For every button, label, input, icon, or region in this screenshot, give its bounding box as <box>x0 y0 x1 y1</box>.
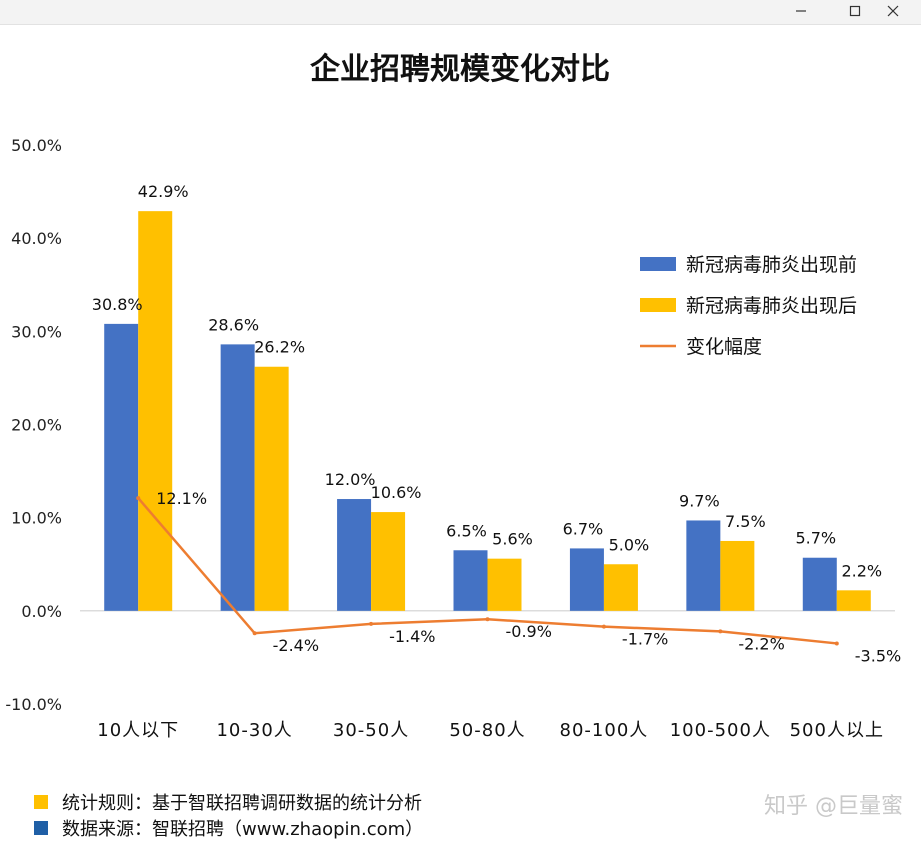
change-label: -2.4% <box>273 636 319 655</box>
bar-before <box>104 323 139 611</box>
footer-rule-text: 统计规则：基于智联招聘调研数据的统计分析 <box>62 793 422 814</box>
legend-label: 新冠病毒肺炎出现后 <box>686 295 857 317</box>
window-titlebar <box>0 0 921 25</box>
close-button[interactable] <box>873 0 913 22</box>
bars: 30.8% 42.9% 10人以下 28.6% 26.2% 10-30人 12.0%10.6… <box>92 182 884 741</box>
data-label-after: 5.0% <box>609 535 650 554</box>
change-line: 12.1% -2.4% -1.4% -0.9% -1.7% -2.2% -3.5% <box>136 489 901 665</box>
data-label-after: 42.9% <box>138 182 189 201</box>
x-tick-label: 80-100人 <box>560 720 649 741</box>
bar-before <box>686 520 721 611</box>
change-point <box>601 624 606 629</box>
legend-swatch <box>640 257 676 271</box>
y-tick-label: 40.0% <box>11 229 62 248</box>
y-tick-label: 0.0% <box>21 602 62 621</box>
y-tick-label: 50.0% <box>11 136 62 155</box>
data-label-before: 12.0% <box>325 470 376 489</box>
data-label-before: 6.7% <box>563 519 604 538</box>
watermark: 知乎 @巨量蜜 <box>764 794 903 819</box>
footer-rule: 统计规则：基于智联招聘调研数据的统计分析 <box>34 789 422 815</box>
legend-swatch <box>640 298 676 312</box>
y-tick-label: 20.0% <box>11 416 62 435</box>
bar-before <box>220 344 255 611</box>
data-label-before: 30.8% <box>92 295 143 314</box>
y-tick-label: 30.0% <box>11 322 62 341</box>
bar-before <box>802 557 837 611</box>
bar-after <box>836 590 871 611</box>
y-axis: 50.0% 40.0% 30.0% 20.0% 10.0% 0.0% -10.0% <box>5 136 895 714</box>
x-tick-label: 10-30人 <box>216 720 292 741</box>
data-label-after: 5.6% <box>492 530 533 549</box>
change-point <box>718 629 723 634</box>
change-label: 12.1% <box>156 489 207 508</box>
legend-label: 变化幅度 <box>686 336 762 358</box>
minimize-icon <box>796 10 806 12</box>
bar-after <box>371 512 406 611</box>
data-label-before: 5.7% <box>795 529 836 548</box>
change-point <box>252 631 257 636</box>
data-label-before: 28.6% <box>208 315 259 334</box>
bar-before <box>453 550 488 611</box>
change-point <box>485 617 490 622</box>
legend-label: 新冠病毒肺炎出现前 <box>686 254 857 276</box>
data-label-before: 6.5% <box>446 521 487 540</box>
footer-source-text: 数据来源：智联招聘（www.zhaopin.com） <box>62 819 424 840</box>
change-label: -2.2% <box>738 634 784 653</box>
change-label: -1.4% <box>389 627 435 646</box>
x-tick-label: 50-80人 <box>449 720 525 741</box>
chart-canvas: 企业招聘规模变化对比 50.0% 40.0% 30.0% 20.0% 10.0% 0.0%… <box>5 52 901 741</box>
bar-after <box>720 540 755 611</box>
close-icon <box>887 5 899 17</box>
change-label: -1.7% <box>622 630 668 649</box>
change-point <box>369 621 374 626</box>
change-label: -0.9% <box>506 622 552 641</box>
data-label-after: 26.2% <box>254 338 305 357</box>
change-point <box>834 641 839 646</box>
data-label-after: 10.6% <box>371 483 422 502</box>
bar-before <box>569 548 604 611</box>
bar-after <box>603 564 638 611</box>
maximize-icon <box>849 5 861 17</box>
x-tick-label: 100-500人 <box>670 720 771 741</box>
change-label: -3.5% <box>855 646 901 665</box>
footer-source: 数据来源：智联招聘（www.zhaopin.com） <box>34 815 423 841</box>
footer-source-swatch <box>34 821 48 835</box>
data-label-after: 2.2% <box>841 561 882 580</box>
data-label-before: 9.7% <box>679 491 720 510</box>
bar-before <box>337 499 372 611</box>
bar-after <box>254 366 289 611</box>
y-tick-label: 10.0% <box>11 509 62 528</box>
x-tick-label: 500人以上 <box>790 720 884 741</box>
bar-after <box>487 558 522 611</box>
minimize-button[interactable] <box>781 0 821 22</box>
x-tick-label: 10人以下 <box>97 720 179 741</box>
x-tick-label: 30-50人 <box>333 720 409 741</box>
data-label-after: 7.5% <box>725 512 766 531</box>
change-point <box>136 496 141 501</box>
y-tick-label: -10.0% <box>5 695 62 714</box>
maximize-button[interactable] <box>835 0 875 22</box>
footer-rule-swatch <box>34 795 48 809</box>
bar-after <box>138 211 173 611</box>
chart-title: 企业招聘规模变化对比 <box>310 52 610 87</box>
